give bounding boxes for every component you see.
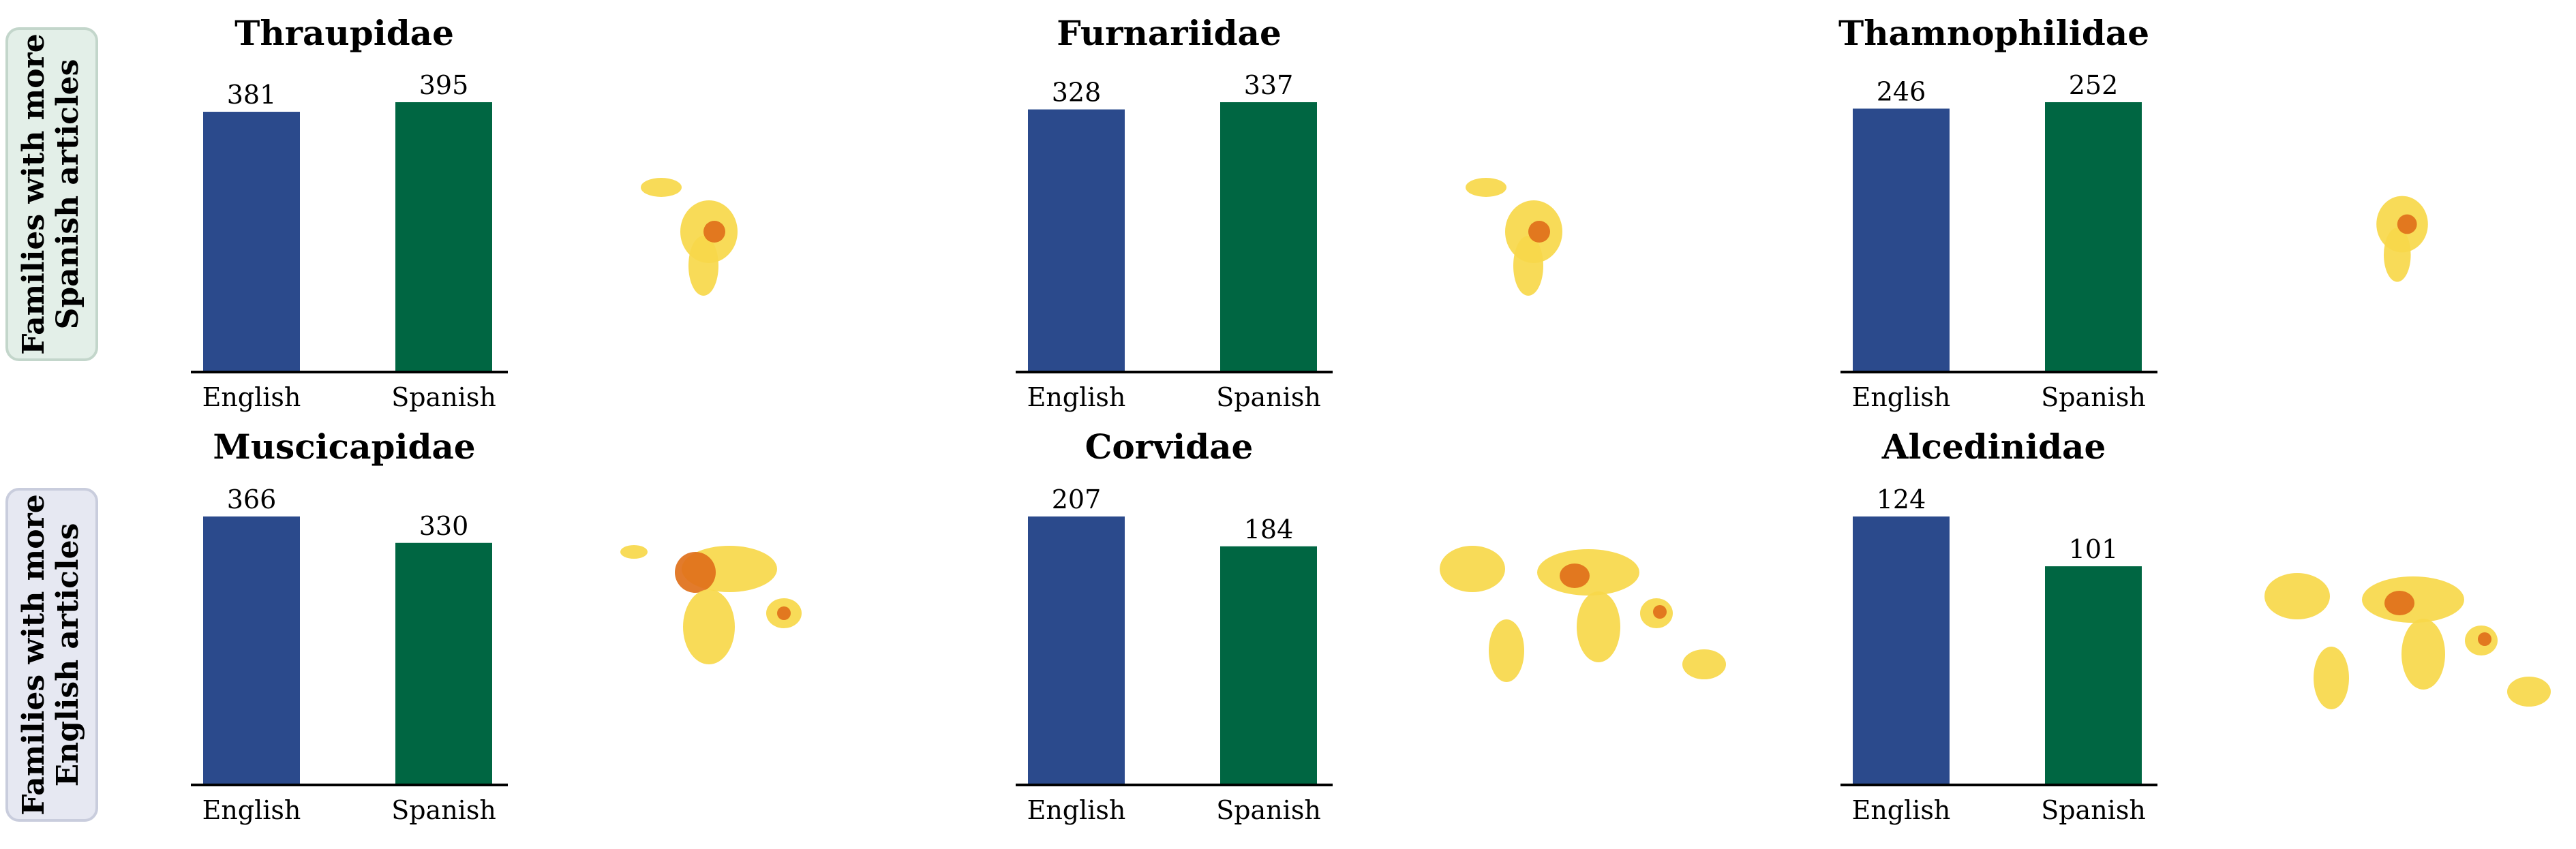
range-map-old-world (620, 545, 802, 664)
value-label: 366 (227, 484, 277, 514)
row-label-line2: English articles (50, 523, 85, 787)
value-label: 124 (1877, 484, 1926, 514)
panel-title: Corvidae (1085, 427, 1254, 467)
panel-title: Furnariidae (1057, 13, 1282, 53)
tick-label: Spanish (391, 795, 496, 825)
map-australia (2507, 677, 2551, 707)
range-map-americas (1466, 178, 1562, 296)
map-hotspot-europe (1560, 564, 1590, 588)
map-central-america (641, 178, 682, 197)
bar-english (1853, 516, 1950, 785)
map-hotspot (1528, 221, 1550, 243)
map-hotspot-asia (1653, 605, 1667, 619)
value-label: 328 (1052, 78, 1102, 108)
tick-label: English (1027, 795, 1126, 825)
tick-label: English (202, 382, 301, 412)
value-label: 207 (1052, 484, 1102, 514)
panel-title: Thraupidae (234, 13, 454, 53)
panels: Thraupidae381English395SpanishFurnariida… (191, 13, 2551, 825)
map-hotspot-europe (2384, 591, 2414, 615)
bar-spanish (395, 102, 492, 372)
tick-label: English (202, 795, 301, 825)
map-south-america-south (2384, 228, 2411, 282)
row-label-line2: Spanish articles (50, 59, 85, 330)
range-map-americas (641, 178, 738, 296)
bar-spanish (2045, 566, 2142, 785)
map-central-america (1466, 178, 1506, 197)
map-hotspot-asia (777, 606, 791, 620)
tick-label: English (1852, 382, 1951, 412)
tick-label: English (1852, 795, 1951, 825)
bar-spanish (1220, 102, 1317, 372)
bar-english (203, 112, 300, 372)
map-north-america (2264, 573, 2330, 619)
bar-english (1028, 516, 1125, 785)
row-label-line1: Families with more (16, 33, 51, 354)
panel-corvidae: Corvidae 207 English 184 Spanish (1016, 427, 1726, 825)
row-label-bottom: Families with more English articles (5, 488, 98, 822)
value-label: 381 (227, 80, 277, 110)
map-australia (1682, 649, 1726, 679)
value-label: 395 (419, 70, 469, 100)
value-label: 337 (1244, 70, 1294, 100)
map-south-america (2314, 647, 2349, 709)
row-label-line1: Families with more (16, 494, 51, 815)
map-africa (683, 589, 735, 664)
panel-thamnophilidae: Thamnophilidae 246 English 252 Spanish (1838, 13, 2428, 412)
tick-label: English (1027, 382, 1126, 412)
range-map-world (1440, 546, 1726, 682)
map-hotspot-asia (2478, 632, 2491, 646)
row-label-box (5, 488, 98, 822)
range-map-world (2264, 573, 2551, 709)
map-hotspot (703, 221, 725, 243)
panel-title: Muscicapidae (213, 427, 475, 467)
map-africa (2401, 619, 2445, 690)
value-label: 252 (2069, 70, 2119, 100)
tick-label: Spanish (2041, 382, 2146, 412)
tick-label: Spanish (2041, 795, 2146, 825)
map-north-america (620, 545, 648, 559)
value-label: 246 (1877, 76, 1926, 106)
bar-english (203, 516, 300, 785)
panel-muscicapidae: Muscicapidae 366 English 330 Spanish (191, 427, 802, 825)
value-label: 101 (2069, 534, 2119, 564)
tick-label: Spanish (1216, 382, 1321, 412)
panel-alcedinidae: Alcedinidae 124 English 101 Spanish (1840, 427, 2551, 825)
panel-thraupidae: Thraupidae 381 English 395 Spanish (191, 13, 738, 412)
value-label: 330 (419, 511, 469, 541)
map-africa (1577, 591, 1620, 662)
bar-spanish (395, 542, 492, 785)
tick-label: Spanish (391, 382, 496, 412)
panel-title: Thamnophilidae (1838, 13, 2149, 53)
map-hotspot-europe (675, 552, 716, 593)
panel-furnariidae: Furnariidae 328 English 337 Spanish (1016, 13, 1562, 412)
bar-spanish (2045, 102, 2142, 372)
row-label-box (5, 27, 98, 361)
map-north-america (1440, 546, 1505, 592)
map-hotspot (2397, 214, 2417, 234)
map-south-america (1489, 619, 1524, 682)
map-south-america-south (1513, 236, 1543, 296)
map-south-america-south (688, 236, 718, 296)
bar-spanish (1220, 546, 1317, 785)
row-label-top: Families with more Spanish articles (5, 27, 98, 361)
tick-label: Spanish (1216, 795, 1321, 825)
bar-english (1853, 108, 1950, 372)
value-label: 184 (1244, 514, 1294, 544)
panel-title: Alcedinidae (1881, 427, 2106, 467)
bar-english (1028, 109, 1125, 372)
range-map-south-america (2376, 196, 2428, 282)
